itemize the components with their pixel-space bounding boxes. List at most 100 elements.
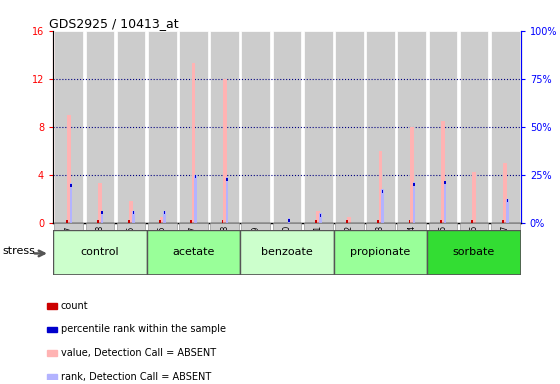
- Bar: [316, 211, 320, 223]
- Bar: [148, 223, 176, 273]
- Text: GSM137678: GSM137678: [220, 225, 229, 271]
- Bar: [148, 31, 176, 223]
- Bar: [288, 218, 291, 223]
- Bar: [46, 303, 57, 309]
- Bar: [132, 211, 134, 223]
- Bar: [460, 223, 488, 273]
- Bar: [179, 31, 208, 223]
- Bar: [304, 223, 333, 273]
- Bar: [440, 220, 442, 223]
- Bar: [471, 220, 473, 223]
- Bar: [502, 220, 504, 223]
- Bar: [46, 350, 57, 356]
- Text: GSM137497: GSM137497: [64, 225, 73, 271]
- Bar: [241, 223, 270, 273]
- Text: value, Detection Call = ABSENT: value, Detection Call = ABSENT: [60, 348, 216, 358]
- Bar: [159, 220, 161, 223]
- Bar: [335, 31, 363, 223]
- Bar: [190, 220, 192, 223]
- Bar: [506, 199, 508, 223]
- Bar: [444, 181, 446, 184]
- Bar: [129, 201, 133, 223]
- Bar: [101, 211, 103, 214]
- Text: acetate: acetate: [172, 247, 214, 258]
- Bar: [366, 223, 395, 273]
- Bar: [163, 211, 166, 223]
- Bar: [241, 31, 270, 223]
- Bar: [444, 181, 446, 223]
- Bar: [379, 151, 382, 223]
- Bar: [335, 223, 363, 273]
- Text: GSM137675: GSM137675: [127, 225, 136, 271]
- Bar: [67, 115, 71, 223]
- Bar: [427, 230, 521, 275]
- Bar: [179, 223, 208, 273]
- Bar: [66, 220, 68, 223]
- Bar: [381, 189, 384, 223]
- Text: sorbate: sorbate: [453, 247, 495, 258]
- Bar: [226, 178, 227, 181]
- Bar: [398, 31, 426, 223]
- Text: benzoate: benzoate: [261, 247, 313, 258]
- Bar: [211, 31, 239, 223]
- Text: count: count: [60, 301, 88, 311]
- Bar: [409, 220, 410, 223]
- Bar: [54, 31, 83, 223]
- Bar: [70, 184, 72, 187]
- Text: GSM137680: GSM137680: [282, 225, 292, 271]
- Bar: [273, 223, 301, 273]
- Bar: [382, 190, 384, 193]
- Bar: [413, 182, 414, 185]
- Bar: [288, 218, 290, 222]
- Text: GDS2925 / 10413_at: GDS2925 / 10413_at: [49, 17, 178, 30]
- Text: GSM137676: GSM137676: [158, 225, 167, 271]
- Bar: [319, 213, 321, 223]
- Bar: [334, 230, 427, 275]
- Bar: [304, 31, 333, 223]
- Bar: [441, 121, 445, 223]
- Bar: [347, 217, 351, 223]
- Bar: [413, 182, 415, 223]
- Bar: [223, 79, 227, 223]
- Bar: [117, 223, 146, 273]
- Bar: [428, 223, 457, 273]
- Bar: [69, 183, 72, 223]
- Bar: [226, 177, 228, 223]
- Bar: [53, 230, 147, 275]
- Bar: [195, 175, 197, 178]
- Bar: [147, 230, 240, 275]
- Bar: [117, 31, 146, 223]
- Text: GSM137686: GSM137686: [469, 225, 479, 271]
- Bar: [101, 211, 104, 223]
- Text: GSM137683: GSM137683: [376, 225, 385, 271]
- Bar: [133, 211, 134, 214]
- Bar: [86, 223, 114, 273]
- Bar: [320, 214, 321, 217]
- Bar: [46, 374, 57, 380]
- Bar: [160, 217, 164, 223]
- Text: rank, Detection Call = ABSENT: rank, Detection Call = ABSENT: [60, 372, 211, 382]
- Bar: [97, 220, 99, 223]
- Bar: [428, 31, 457, 223]
- Bar: [472, 172, 476, 223]
- Bar: [491, 223, 520, 273]
- Bar: [211, 223, 239, 273]
- Text: GSM137679: GSM137679: [251, 225, 260, 271]
- Bar: [194, 175, 197, 223]
- Bar: [222, 220, 223, 223]
- Text: GSM137687: GSM137687: [501, 225, 510, 271]
- Text: propionate: propionate: [351, 247, 410, 258]
- Bar: [46, 326, 57, 333]
- Bar: [128, 220, 130, 223]
- Bar: [410, 127, 414, 223]
- Bar: [86, 31, 114, 223]
- Bar: [164, 211, 165, 214]
- Text: GSM137498: GSM137498: [95, 225, 105, 271]
- Bar: [377, 220, 379, 223]
- Bar: [491, 31, 520, 223]
- Bar: [273, 31, 301, 223]
- Text: percentile rank within the sample: percentile rank within the sample: [60, 324, 226, 334]
- Bar: [192, 63, 195, 223]
- Text: GSM137682: GSM137682: [345, 225, 354, 271]
- Bar: [315, 220, 317, 223]
